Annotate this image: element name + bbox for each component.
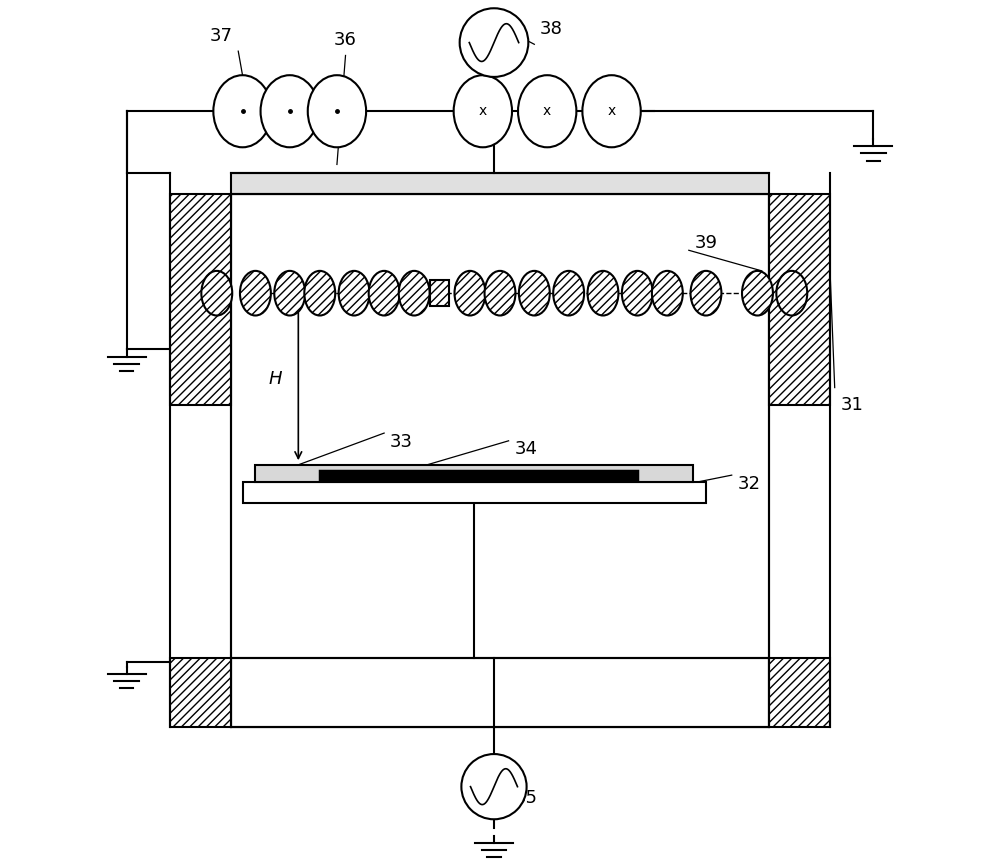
Circle shape <box>460 9 528 77</box>
Ellipse shape <box>261 75 319 147</box>
Text: 39: 39 <box>694 234 717 252</box>
Text: x: x <box>543 104 551 118</box>
Ellipse shape <box>776 271 807 315</box>
Bar <box>769 195 830 405</box>
Text: 38: 38 <box>540 20 563 38</box>
Bar <box>430 281 449 306</box>
Text: 37: 37 <box>210 27 233 45</box>
Text: x: x <box>479 104 487 118</box>
Ellipse shape <box>274 271 305 315</box>
Bar <box>231 658 769 727</box>
Text: 34: 34 <box>514 440 537 458</box>
Text: 36: 36 <box>334 31 357 49</box>
Ellipse shape <box>652 271 683 315</box>
Text: H: H <box>268 370 282 388</box>
Ellipse shape <box>553 271 584 315</box>
Ellipse shape <box>519 271 550 315</box>
Bar <box>170 195 231 405</box>
Ellipse shape <box>454 75 512 147</box>
Ellipse shape <box>742 271 773 315</box>
Ellipse shape <box>369 271 400 315</box>
Ellipse shape <box>691 271 721 315</box>
Bar <box>170 658 231 727</box>
Bar <box>243 482 706 504</box>
Ellipse shape <box>304 271 335 315</box>
Ellipse shape <box>339 271 370 315</box>
Bar <box>231 173 769 195</box>
Ellipse shape <box>588 271 618 315</box>
Ellipse shape <box>308 75 366 147</box>
Circle shape <box>461 754 527 820</box>
Bar <box>769 658 830 727</box>
Text: 32: 32 <box>737 474 760 492</box>
Ellipse shape <box>485 271 515 315</box>
Ellipse shape <box>399 271 430 315</box>
Ellipse shape <box>213 75 272 147</box>
Ellipse shape <box>240 271 271 315</box>
Text: x: x <box>607 104 616 118</box>
Bar <box>320 471 637 480</box>
Bar <box>255 465 693 482</box>
Ellipse shape <box>622 271 653 315</box>
Ellipse shape <box>582 75 641 147</box>
Ellipse shape <box>201 271 232 315</box>
Bar <box>231 195 769 727</box>
Text: 33: 33 <box>390 433 413 450</box>
Text: 35: 35 <box>514 789 537 807</box>
Ellipse shape <box>455 271 485 315</box>
Ellipse shape <box>518 75 576 147</box>
Text: 31: 31 <box>840 396 863 414</box>
